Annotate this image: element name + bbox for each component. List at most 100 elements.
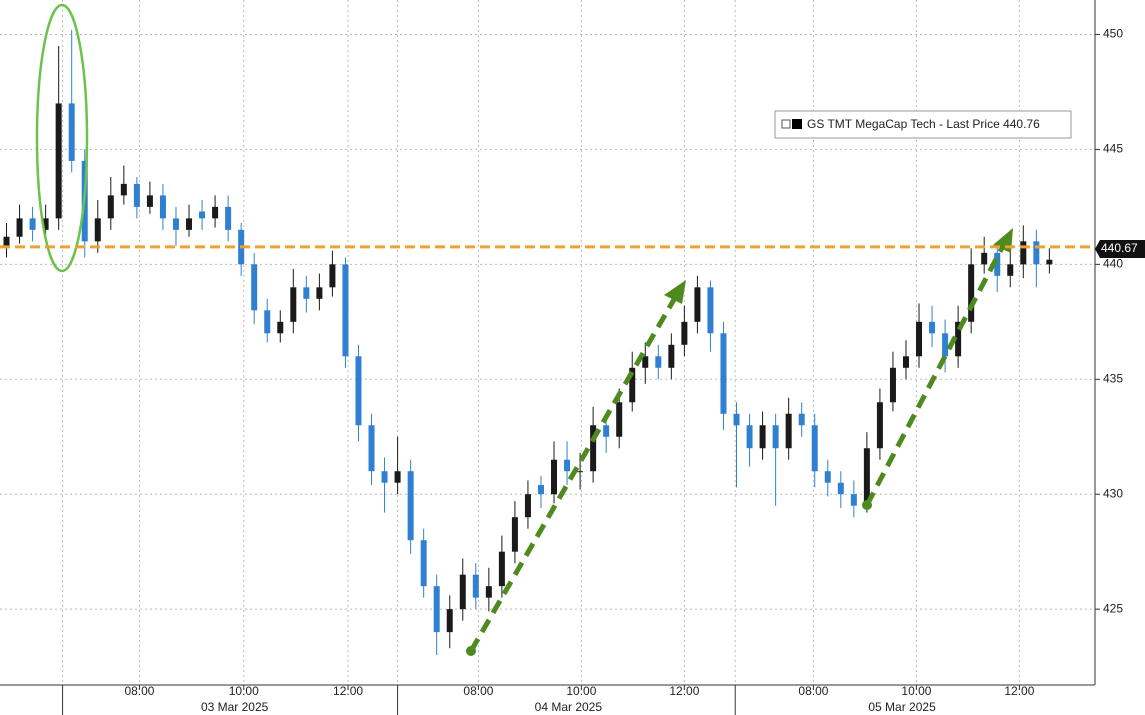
highlight-ellipse xyxy=(35,3,89,273)
candle-body xyxy=(394,471,401,483)
candle-body xyxy=(551,459,558,495)
y-tick-label: 435 xyxy=(1103,371,1123,385)
x-tick-label: 10:00 xyxy=(566,684,596,698)
candle-body xyxy=(1033,241,1040,265)
candle-body xyxy=(994,252,1001,276)
candle-body xyxy=(537,485,544,495)
candle-body xyxy=(316,287,323,299)
candle-body xyxy=(485,586,492,598)
x-tick-label: 08:00 xyxy=(124,684,154,698)
date-label: 05 Mar 2025 xyxy=(868,700,936,714)
candle-body xyxy=(772,425,779,449)
candle-body xyxy=(577,471,584,473)
candle-body xyxy=(837,482,844,495)
candle-body xyxy=(746,425,753,449)
candle-body xyxy=(381,471,388,483)
x-tick-label: 10:00 xyxy=(229,684,259,698)
candle-body xyxy=(733,413,740,426)
y-tick-label: 440 xyxy=(1103,257,1123,271)
candle-body xyxy=(55,103,62,219)
x-tick-label: 12:00 xyxy=(669,684,699,698)
candle-body xyxy=(798,413,805,426)
candle-body xyxy=(968,264,975,322)
candle-body xyxy=(524,494,531,518)
candle-body xyxy=(420,540,427,587)
y-tick-label: 445 xyxy=(1103,142,1123,156)
candle-body xyxy=(251,264,258,311)
x-tick-label: 12:00 xyxy=(1004,684,1034,698)
candle-body xyxy=(368,425,375,472)
candle-body xyxy=(120,183,127,196)
date-label: 03 Mar 2025 xyxy=(201,700,269,714)
candle-body xyxy=(629,367,636,403)
candle-body xyxy=(68,103,75,161)
y-tick-label: 450 xyxy=(1103,27,1123,41)
candle-body xyxy=(955,321,962,357)
candle-body xyxy=(1020,241,1027,265)
candle-body xyxy=(603,425,610,437)
candle-body xyxy=(1046,259,1053,265)
candle-body xyxy=(642,356,649,368)
candle-body xyxy=(133,183,140,207)
candle-body xyxy=(590,425,597,472)
candle-body xyxy=(850,494,857,506)
candle-body xyxy=(785,413,792,449)
candle-body xyxy=(355,356,362,426)
candle-body xyxy=(3,236,10,246)
x-tick-label: 08:00 xyxy=(798,684,828,698)
candle-body xyxy=(159,195,166,219)
candle-body xyxy=(720,333,727,414)
x-tick-label: 08:00 xyxy=(463,684,493,698)
y-tick-label: 425 xyxy=(1103,601,1123,615)
candle-body xyxy=(342,264,349,357)
candle-body xyxy=(303,287,310,299)
legend-toggle xyxy=(781,119,791,129)
candle-body xyxy=(876,402,883,449)
candle-body xyxy=(199,211,206,219)
legend-label: GS TMT MegaCap Tech - Last Price 440.76 xyxy=(807,117,1040,131)
candle-body xyxy=(107,195,114,219)
candle-body xyxy=(655,356,662,368)
candle-body xyxy=(212,206,219,219)
candle-body xyxy=(16,218,23,237)
candle-body xyxy=(668,344,675,368)
legend-swatch xyxy=(792,119,802,129)
last-value-badge xyxy=(1095,239,1145,258)
candle-body xyxy=(564,459,571,472)
candle-body xyxy=(277,321,284,334)
candle-body xyxy=(916,321,923,357)
candle-body xyxy=(824,471,831,483)
grid xyxy=(0,0,1095,685)
date-label: 04 Mar 2025 xyxy=(535,700,603,714)
candle-body xyxy=(42,218,49,230)
last-value-label: 440.67 xyxy=(1101,241,1138,255)
y-tick-label: 430 xyxy=(1103,486,1123,500)
candle-body xyxy=(511,517,518,552)
candle-body xyxy=(146,195,153,207)
candle-body xyxy=(616,402,623,437)
candle-body xyxy=(225,206,232,230)
candle-body xyxy=(929,321,936,334)
candle-body xyxy=(94,218,101,242)
candle-body xyxy=(902,356,909,368)
candle-body xyxy=(681,321,688,345)
legend: GS TMT MegaCap Tech - Last Price 440.76 xyxy=(774,110,1072,139)
candle-body xyxy=(186,218,193,230)
candle-body xyxy=(329,264,336,288)
candle-body xyxy=(498,551,505,587)
candle-body xyxy=(290,287,297,322)
candle-body xyxy=(172,218,179,230)
x-tick-label: 12:00 xyxy=(333,684,363,698)
candle-body xyxy=(707,287,714,334)
candle-body xyxy=(811,425,818,472)
candle-body xyxy=(433,586,440,633)
candle-body xyxy=(1007,264,1014,276)
candle-body xyxy=(472,574,479,598)
candle-body xyxy=(29,218,36,230)
candle-body xyxy=(446,609,453,633)
candle-body xyxy=(863,448,870,506)
candle-body xyxy=(759,425,766,449)
trend-arrow xyxy=(466,228,1013,656)
